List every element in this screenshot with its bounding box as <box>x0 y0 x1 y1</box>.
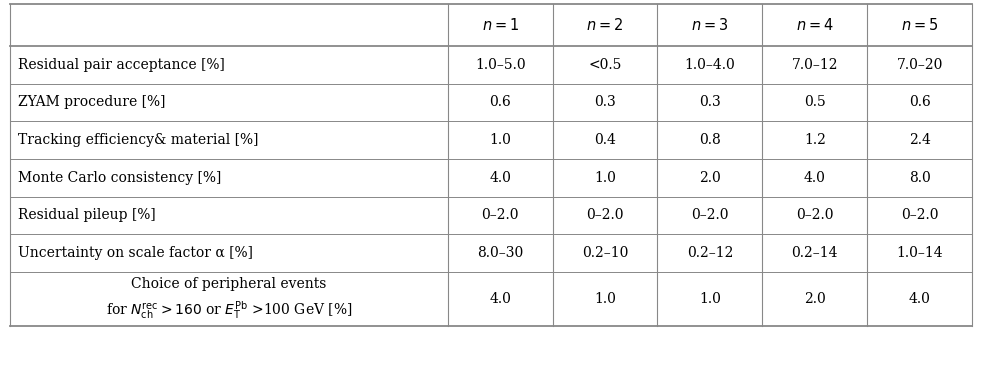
Text: 0.2–10: 0.2–10 <box>582 246 628 260</box>
Text: $n = 3$: $n = 3$ <box>691 17 729 33</box>
Text: 0.6: 0.6 <box>489 96 511 109</box>
Text: 2.0: 2.0 <box>804 292 826 306</box>
Text: 1.0–14: 1.0–14 <box>897 246 943 260</box>
Text: 0.3: 0.3 <box>594 96 616 109</box>
Text: 1.0: 1.0 <box>489 133 511 147</box>
Text: Residual pileup [%]: Residual pileup [%] <box>18 209 155 223</box>
Text: 1.0: 1.0 <box>594 171 616 185</box>
Text: 0.6: 0.6 <box>909 96 931 109</box>
Text: Uncertainty on scale factor α [%]: Uncertainty on scale factor α [%] <box>18 246 252 260</box>
Text: Residual pair acceptance [%]: Residual pair acceptance [%] <box>18 58 225 72</box>
Text: ZYAM procedure [%]: ZYAM procedure [%] <box>18 96 165 109</box>
Text: 8.0: 8.0 <box>909 171 931 185</box>
Text: $n = 2$: $n = 2$ <box>586 17 624 33</box>
Text: $n = 1$: $n = 1$ <box>481 17 518 33</box>
Text: 1.2: 1.2 <box>804 133 826 147</box>
Text: 0.5: 0.5 <box>804 96 826 109</box>
Text: 2.4: 2.4 <box>908 133 931 147</box>
Text: 7.0–12: 7.0–12 <box>791 58 838 72</box>
Text: 0.3: 0.3 <box>699 96 721 109</box>
Text: 0.8: 0.8 <box>699 133 721 147</box>
Text: $n = 4$: $n = 4$ <box>796 17 834 33</box>
Text: 4.0: 4.0 <box>489 292 511 306</box>
Text: 0–2.0: 0–2.0 <box>481 209 518 223</box>
Text: 1.0–5.0: 1.0–5.0 <box>475 58 525 72</box>
Text: 1.0: 1.0 <box>699 292 721 306</box>
Text: 0–2.0: 0–2.0 <box>691 209 729 223</box>
Text: 0–2.0: 0–2.0 <box>900 209 939 223</box>
Text: 0–2.0: 0–2.0 <box>586 209 624 223</box>
Text: 0.4: 0.4 <box>594 133 616 147</box>
Text: Choice of peripheral events
for $N_{\rm ch}^{\rm rec} > 160$ or $E_{\rm T}^{\rm : Choice of peripheral events for $N_{\rm … <box>106 277 352 321</box>
Text: 2.0: 2.0 <box>699 171 721 185</box>
Text: 1.0–4.0: 1.0–4.0 <box>684 58 736 72</box>
Text: 4.0: 4.0 <box>489 171 511 185</box>
Text: 7.0–20: 7.0–20 <box>897 58 943 72</box>
Text: $n = 5$: $n = 5$ <box>901 17 939 33</box>
Text: 0.2–14: 0.2–14 <box>791 246 838 260</box>
Text: 0–2.0: 0–2.0 <box>796 209 834 223</box>
Text: 0.2–12: 0.2–12 <box>686 246 734 260</box>
Text: Monte Carlo consistency [%]: Monte Carlo consistency [%] <box>18 171 221 185</box>
Text: 4.0: 4.0 <box>908 292 931 306</box>
Text: 8.0–30: 8.0–30 <box>477 246 523 260</box>
Text: 4.0: 4.0 <box>804 171 826 185</box>
Text: 1.0: 1.0 <box>594 292 616 306</box>
Text: Tracking efficiency& material [%]: Tracking efficiency& material [%] <box>18 133 258 147</box>
Text: <0.5: <0.5 <box>588 58 622 72</box>
